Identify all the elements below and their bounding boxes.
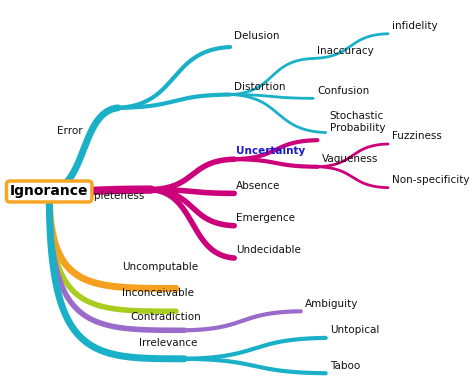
- Text: Confusion: Confusion: [318, 86, 370, 96]
- Text: Inaccuracy: Inaccuracy: [318, 46, 374, 56]
- Text: Distortion: Distortion: [234, 82, 286, 92]
- Text: Stochastic
Probability: Stochastic Probability: [330, 111, 385, 133]
- Text: Incompleteness: Incompleteness: [62, 191, 145, 201]
- Text: Ambiguity: Ambiguity: [305, 299, 358, 309]
- Text: Non-specificity: Non-specificity: [392, 175, 470, 185]
- Text: Emergence: Emergence: [237, 213, 295, 223]
- Text: Vagueness: Vagueness: [321, 154, 378, 164]
- Text: Untopical: Untopical: [330, 325, 379, 335]
- Text: Irrelevance: Irrelevance: [138, 338, 197, 348]
- Text: Taboo: Taboo: [330, 360, 360, 371]
- Text: Absence: Absence: [237, 181, 281, 191]
- Text: Ignorance: Ignorance: [10, 185, 89, 198]
- Text: Uncertainty: Uncertainty: [237, 146, 306, 156]
- Text: Uncomputable: Uncomputable: [122, 262, 198, 272]
- Text: Fuzziness: Fuzziness: [392, 131, 442, 141]
- Text: Inconceivable: Inconceivable: [122, 288, 194, 298]
- Text: infidelity: infidelity: [392, 21, 438, 31]
- Text: Error: Error: [57, 126, 82, 136]
- Text: Contradiction: Contradiction: [130, 311, 201, 322]
- Text: Undecidable: Undecidable: [237, 246, 301, 255]
- Text: Delusion: Delusion: [234, 31, 280, 41]
